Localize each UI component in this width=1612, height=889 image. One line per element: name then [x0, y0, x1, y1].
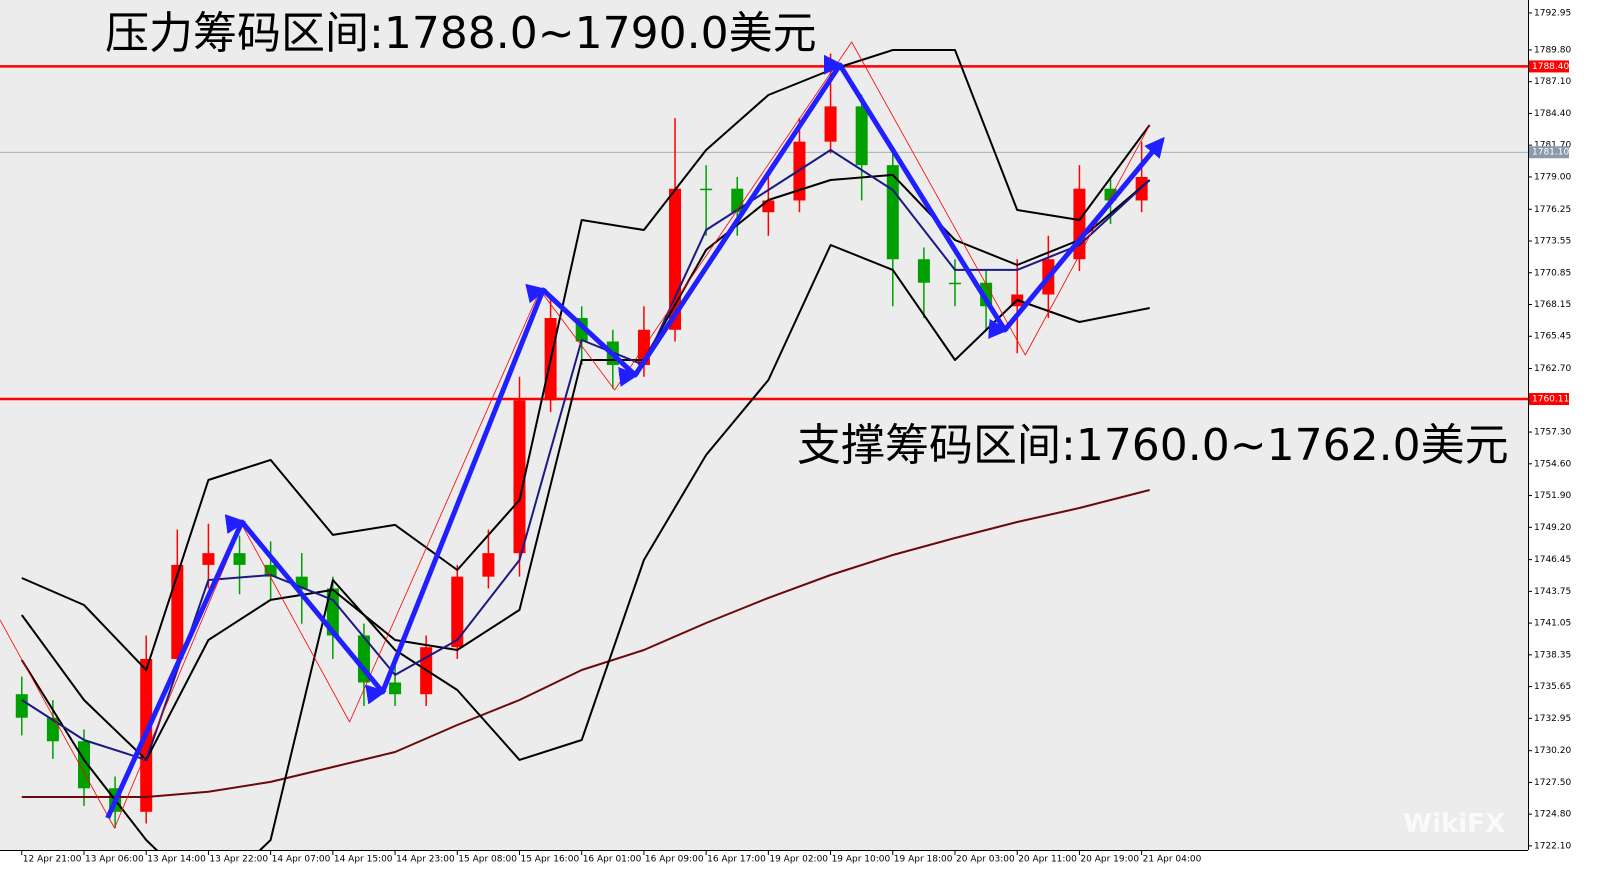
y-tick-label: 1738.35: [1534, 650, 1571, 660]
candle-body: [202, 553, 215, 565]
y-tick-label: 1735.65: [1534, 682, 1571, 692]
x-tick-label: 19 Apr 02:00: [769, 855, 828, 865]
y-tick-label: 1779.00: [1534, 172, 1571, 182]
price-label: 1788.40: [1532, 62, 1569, 72]
watermark: WikiFX: [1403, 809, 1505, 839]
price-label: 1760.11: [1532, 395, 1569, 405]
x-tick-label: 19 Apr 18:00: [894, 855, 953, 865]
y-tick-label: 1787.10: [1534, 77, 1571, 87]
price-label-box: [1529, 146, 1569, 159]
y-tick-label: 1727.50: [1534, 778, 1571, 788]
candle-body: [482, 553, 495, 577]
y-tick-label: 1765.45: [1534, 332, 1571, 342]
y-tick-label: 1792.95: [1534, 8, 1571, 18]
y-tick-label: 1789.80: [1534, 45, 1571, 55]
y-tick-label: 1754.60: [1534, 459, 1571, 469]
x-tick-label: 20 Apr 11:00: [1018, 855, 1077, 865]
candle-body: [171, 564, 184, 659]
y-tick-label: 1724.80: [1534, 810, 1571, 820]
zigzag-arrow: [105, 54, 1165, 820]
y-tick-label: 1730.20: [1534, 746, 1571, 756]
y-tick-label: 1751.90: [1534, 491, 1571, 501]
candle-body: [917, 259, 930, 283]
y-tick-label: 1784.40: [1534, 109, 1571, 119]
y-tick-label: 1746.45: [1534, 555, 1571, 565]
price-label-box: [1529, 393, 1569, 406]
y-tick-label: 1762.70: [1534, 364, 1571, 374]
y-tick-label: 1749.20: [1534, 523, 1571, 533]
y-tick-label: 1743.75: [1534, 587, 1571, 597]
x-tick-label: 12 Apr 21:00: [23, 855, 82, 865]
x-tick-label: 14 Apr 07:00: [272, 855, 331, 865]
candle-body: [233, 553, 246, 565]
x-tick-label: 19 Apr 10:00: [832, 855, 891, 865]
y-tick-label: 1768.15: [1534, 300, 1571, 310]
x-tick-label: 16 Apr 01:00: [583, 855, 642, 865]
x-tick-label: 20 Apr 03:00: [956, 855, 1015, 865]
y-tick-label: 1722.10: [1534, 841, 1571, 851]
y-tick-label: 1770.85: [1534, 268, 1571, 278]
candle-body: [451, 576, 464, 648]
candle-body: [855, 106, 868, 166]
x-tick-label: 15 Apr 08:00: [458, 855, 517, 865]
x-tick-label: 13 Apr 06:00: [85, 855, 144, 865]
x-tick-label: 15 Apr 16:00: [520, 855, 579, 865]
price-label: 1781.10: [1532, 148, 1569, 158]
x-tick-label: 13 Apr 22:00: [209, 855, 268, 865]
x-tick-label: 14 Apr 23:00: [396, 855, 455, 865]
candle-body: [700, 188, 713, 191]
x-tick-label: 21 Apr 04:00: [1143, 855, 1202, 865]
candle-body: [731, 188, 744, 213]
y-tick-label: 1741.05: [1534, 619, 1571, 629]
x-tick-label: 14 Apr 15:00: [334, 855, 393, 865]
y-tick-label: 1776.25: [1534, 205, 1571, 215]
candle-body: [15, 694, 28, 718]
x-tick-label: 20 Apr 19:00: [1080, 855, 1139, 865]
candle-body: [949, 282, 961, 285]
plot-area: [0, 41, 1528, 850]
y-tick-label: 1757.30: [1534, 428, 1571, 438]
y-tick-label: 1781.70: [1534, 141, 1571, 151]
y-tick-label: 1773.55: [1534, 237, 1571, 247]
candle-body: [77, 741, 90, 789]
annotation: 压力筹码区间:1788.0~1790.0美元: [105, 8, 817, 59]
candle-body: [46, 717, 59, 742]
x-tick-label: 16 Apr 17:00: [707, 855, 766, 865]
price-label-box: [1529, 60, 1569, 73]
annotation: 支撑筹码区间:1760.0~1762.0美元: [797, 420, 1509, 471]
y-tick-label: 1732.95: [1534, 714, 1571, 724]
candle-body: [389, 682, 402, 695]
candle-body: [824, 106, 837, 142]
axes: 1792.95 1789.80 1787.10 1784.40 1781.70 1779.…: [21, 8, 1571, 865]
x-tick-label: 13 Apr 14:00: [147, 855, 206, 865]
x-tick-label: 16 Apr 09:00: [645, 855, 704, 865]
